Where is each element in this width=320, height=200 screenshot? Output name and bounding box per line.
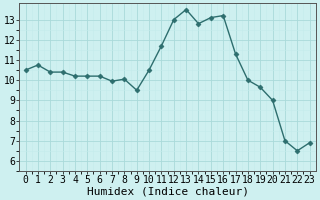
- X-axis label: Humidex (Indice chaleur): Humidex (Indice chaleur): [87, 187, 249, 197]
